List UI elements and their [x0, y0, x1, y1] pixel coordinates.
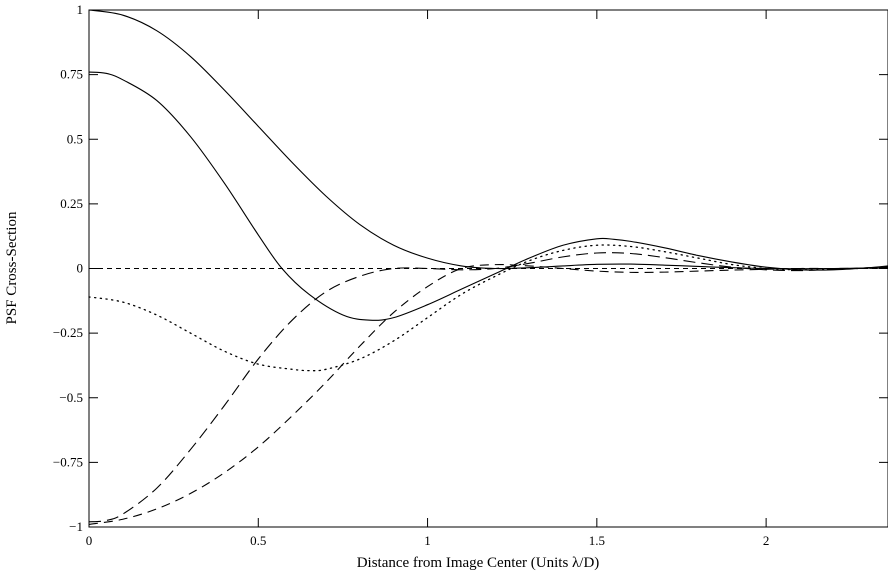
series-line-4-dashed-long — [88, 252, 888, 523]
y-tick-label: 0.5 — [67, 131, 83, 146]
y-tick-label: 0.25 — [60, 196, 83, 211]
tick-layer: 0 0.5 1 1.5 2 1 0.75 0.5 0.25 0 −0.25 −0.5 −0.75 −1 — [53, 2, 888, 548]
y-tick-label: −0.25 — [53, 325, 83, 340]
series-layer — [88, 9, 888, 525]
y-tick-label: 1 — [77, 2, 84, 17]
x-tick-label: 1 — [424, 533, 431, 548]
y-tick-label: −0.75 — [53, 454, 83, 469]
x-tick-label: 0.5 — [250, 533, 266, 548]
y-tick-label: −1 — [69, 519, 83, 534]
y-tick-label: −0.5 — [59, 390, 83, 405]
series-line-3-dotted — [88, 244, 888, 372]
series-line-1-solid — [88, 9, 888, 270]
x-axis-label: Distance from Image Center (Units λ/D) — [357, 555, 600, 571]
x-tick-label: 0 — [86, 533, 93, 548]
y-axis-label: PSF Cross-Section — [4, 211, 20, 324]
y-tick-label: 0.75 — [60, 67, 83, 82]
x-tick-label: 1.5 — [589, 533, 605, 548]
series-line-2-solid — [88, 71, 888, 321]
x-tick-label: 2 — [763, 533, 770, 548]
y-tick-label: 0 — [77, 261, 84, 276]
series-line-5-dashed — [88, 263, 888, 525]
